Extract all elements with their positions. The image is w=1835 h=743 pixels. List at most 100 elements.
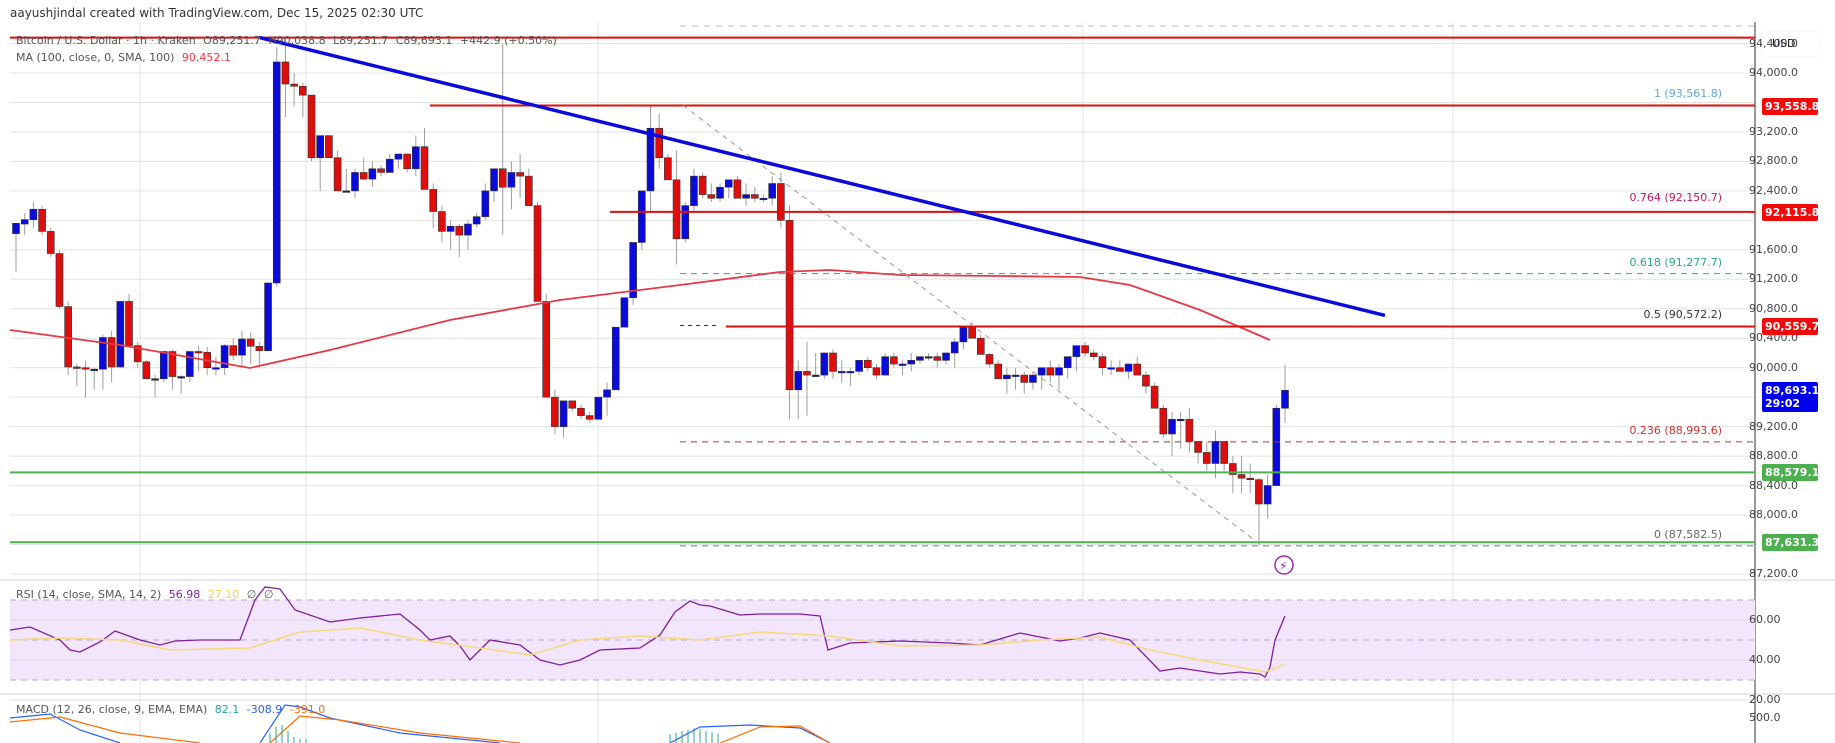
candle-body: [898, 363, 907, 366]
candle-body: [777, 183, 785, 221]
candle-body: [985, 354, 994, 365]
candle-body: [151, 378, 159, 381]
candle-body: [716, 186, 724, 199]
candle-body: [1272, 407, 1281, 486]
candle-body: [46, 231, 55, 254]
candle-body: [724, 179, 733, 188]
fib-level-label: 0.764 (92,150.7): [1629, 191, 1722, 205]
candle-body: [264, 282, 272, 352]
candle-body: [342, 190, 351, 193]
macd-label: MACD (12, 26, close, 9, EMA, EMA): [16, 703, 208, 716]
candle-body: [829, 352, 837, 372]
lightning-glyph: ⚡: [1279, 559, 1287, 573]
candle-body: [1255, 479, 1263, 505]
candle-body: [1159, 407, 1168, 435]
candle-body: [394, 153, 403, 160]
candle-body: [73, 366, 81, 369]
candle-body: [1150, 385, 1159, 409]
candle-body: [1029, 374, 1037, 383]
candle-body: [316, 135, 325, 159]
candle-body: [994, 363, 1002, 380]
ma-legend[interactable]: MA (100, close, 0, SMA, 100) 90,452.1: [16, 51, 235, 64]
axis-bg: [1755, 0, 1835, 743]
candle-body: [472, 216, 481, 225]
candle-body: [490, 168, 498, 192]
ohlc-close: C89,693.1: [395, 34, 453, 47]
candle-body: [333, 157, 342, 192]
candle-body: [1220, 441, 1228, 464]
candle-body: [594, 396, 603, 420]
countdown-timer: 29:02: [1765, 397, 1801, 411]
price-axis-tick: 89,200.0: [1749, 419, 1798, 433]
candle-body: [968, 326, 976, 339]
ohlc-low: L89,251.7: [333, 34, 389, 47]
price-tag: 90,559.7: [1762, 318, 1819, 336]
candle-body: [177, 376, 185, 379]
fib-level-label: 1 (93,561.8): [1653, 87, 1722, 101]
candle-body: [116, 301, 125, 368]
candle-body: [1046, 367, 1055, 376]
price-axis-tick: 92,800.0: [1749, 154, 1798, 168]
candle-body: [1063, 356, 1072, 369]
candle-body: [438, 211, 446, 232]
candle-body: [212, 367, 220, 370]
candle-body: [733, 179, 742, 199]
candle-body: [803, 371, 811, 376]
price-axis-tick: 91,200.0: [1749, 272, 1798, 286]
candle-body: [29, 209, 38, 220]
rsi-value: 56.98: [168, 588, 201, 601]
macd-axis-tick: 500.0: [1749, 711, 1781, 724]
candle-body: [368, 168, 377, 180]
rsi-legend[interactable]: RSI (14, close, SMA, 14, 2) 56.98 27.10 …: [16, 588, 277, 601]
candle-body: [1107, 367, 1115, 370]
symbol-name: Bitcoin / U.S. Dollar · 1h · Kraken: [16, 34, 196, 47]
candle-body: [629, 242, 637, 299]
price-axis-tick: 87,200.0: [1749, 567, 1798, 580]
candle-body: [890, 356, 898, 365]
candle-body: [1185, 418, 1194, 442]
candle-body: [220, 345, 229, 369]
candle-body: [690, 175, 698, 206]
fib-level-label: 0.618 (91,277.7): [1629, 255, 1722, 269]
candle-body: [785, 220, 794, 391]
candle-body: [1003, 374, 1011, 380]
candle-body: [403, 153, 411, 170]
macd-hist-value: 82.1: [214, 703, 240, 716]
candle-body: [1194, 441, 1202, 453]
candle-body: [38, 209, 46, 232]
chart-credit: aayushjindal created with TradingView.co…: [10, 6, 424, 20]
ohlc-open: O89,251.7: [203, 34, 261, 47]
candle-body: [507, 172, 516, 188]
candle-body: [794, 371, 803, 391]
candle-body: [412, 146, 420, 170]
candle-body: [290, 83, 298, 87]
candle-body: [551, 396, 559, 427]
price-axis-tick: 91,600.0: [1749, 242, 1798, 256]
candle-body: [655, 127, 663, 159]
rsi-extra-2: ∅: [263, 588, 274, 601]
candle-body: [768, 183, 776, 199]
price-tag: 93,558.8: [1762, 97, 1819, 115]
fib-level-label: 0 (87,582.5): [1653, 527, 1722, 541]
currency-button[interactable]: USD: [1762, 32, 1820, 56]
macd-legend[interactable]: MACD (12, 26, close, 9, EMA, EMA) 82.1 -…: [16, 703, 329, 716]
candle-body: [1202, 452, 1211, 464]
price-axis-tick: 90,800.0: [1749, 301, 1798, 315]
rsi-sma-value: 27.10: [207, 588, 240, 601]
candle-body: [481, 190, 490, 217]
candle-body: [1020, 374, 1029, 383]
candle-body: [976, 337, 985, 355]
rsi-extra-1: ∅: [246, 588, 257, 601]
candle-body: [525, 175, 533, 206]
candle-body: [385, 158, 394, 173]
candle-body: [307, 94, 316, 159]
macd-value: -308.9: [246, 703, 283, 716]
ma100-line: [9, 269, 1271, 369]
candle-body: [872, 367, 881, 376]
fib-trend-line: [682, 104, 1263, 547]
price-tag: 89,693.1 29:02: [1762, 382, 1819, 413]
price-axis-tick: 93,200.0: [1749, 124, 1798, 138]
candle-body: [464, 223, 472, 236]
price-axis-tick: 88,000.0: [1749, 508, 1798, 522]
